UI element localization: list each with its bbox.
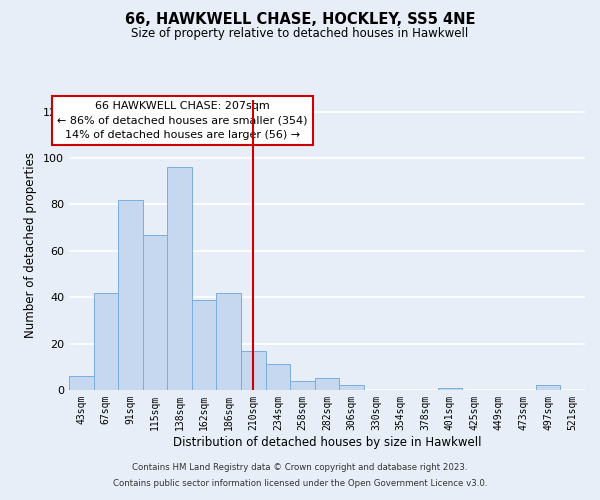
- Bar: [241, 350, 266, 390]
- Text: 66 HAWKWELL CHASE: 207sqm
← 86% of detached houses are smaller (354)
14% of deta: 66 HAWKWELL CHASE: 207sqm ← 86% of detac…: [57, 102, 308, 140]
- Text: Contains HM Land Registry data © Crown copyright and database right 2023.: Contains HM Land Registry data © Crown c…: [132, 464, 468, 472]
- X-axis label: Distribution of detached houses by size in Hawkwell: Distribution of detached houses by size …: [173, 436, 481, 448]
- Bar: [217, 292, 241, 390]
- Text: 66, HAWKWELL CHASE, HOCKLEY, SS5 4NE: 66, HAWKWELL CHASE, HOCKLEY, SS5 4NE: [125, 12, 475, 28]
- Bar: [192, 300, 217, 390]
- Bar: [437, 388, 462, 390]
- Bar: [69, 376, 94, 390]
- Bar: [143, 234, 167, 390]
- Bar: [536, 386, 560, 390]
- Bar: [339, 386, 364, 390]
- Text: Contains public sector information licensed under the Open Government Licence v3: Contains public sector information licen…: [113, 478, 487, 488]
- Bar: [290, 380, 315, 390]
- Text: Size of property relative to detached houses in Hawkwell: Size of property relative to detached ho…: [131, 28, 469, 40]
- Bar: [94, 292, 118, 390]
- Bar: [266, 364, 290, 390]
- Bar: [315, 378, 339, 390]
- Y-axis label: Number of detached properties: Number of detached properties: [25, 152, 37, 338]
- Bar: [118, 200, 143, 390]
- Bar: [167, 168, 192, 390]
